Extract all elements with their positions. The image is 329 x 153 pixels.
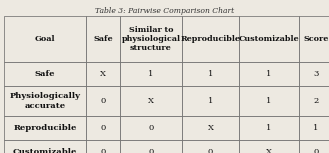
Bar: [4, 16, 86, 62]
Text: Safe: Safe: [35, 70, 55, 78]
Text: 1: 1: [266, 70, 272, 78]
Bar: [299, 86, 329, 116]
Text: Customizable: Customizable: [239, 35, 299, 43]
Text: X: X: [266, 148, 272, 153]
Bar: [182, 86, 239, 116]
Bar: [182, 140, 239, 153]
Bar: [299, 62, 329, 86]
Text: 0: 0: [148, 124, 154, 132]
Text: Similar to
physiological
structure: Similar to physiological structure: [121, 26, 181, 52]
Bar: [120, 140, 182, 153]
Bar: [4, 116, 86, 140]
Text: 2: 2: [314, 97, 318, 105]
Text: 1: 1: [266, 97, 272, 105]
Text: Score: Score: [303, 35, 329, 43]
Text: 0: 0: [100, 148, 106, 153]
Bar: [239, 62, 299, 86]
Bar: [4, 62, 86, 86]
Text: 1: 1: [208, 70, 213, 78]
Bar: [299, 140, 329, 153]
Bar: [182, 116, 239, 140]
Text: Reproducible: Reproducible: [13, 124, 77, 132]
Text: 1: 1: [148, 70, 154, 78]
Bar: [86, 140, 120, 153]
Bar: [120, 16, 182, 62]
Bar: [86, 16, 120, 62]
Text: Reproducible: Reproducible: [181, 35, 240, 43]
Text: 0: 0: [100, 124, 106, 132]
Bar: [299, 16, 329, 62]
Text: 1: 1: [208, 97, 213, 105]
Bar: [86, 86, 120, 116]
Bar: [120, 62, 182, 86]
Text: 1: 1: [266, 124, 272, 132]
Bar: [120, 116, 182, 140]
Text: Physiologically
accurate: Physiologically accurate: [10, 92, 81, 110]
Text: 3: 3: [313, 70, 319, 78]
Text: Goal: Goal: [35, 35, 55, 43]
Text: 0: 0: [314, 148, 318, 153]
Bar: [4, 86, 86, 116]
Bar: [86, 62, 120, 86]
Bar: [120, 86, 182, 116]
Text: Safe: Safe: [93, 35, 113, 43]
Text: Table 3: Pairwise Comparison Chart: Table 3: Pairwise Comparison Chart: [95, 7, 234, 15]
Bar: [239, 116, 299, 140]
Text: X: X: [100, 70, 106, 78]
Text: 1: 1: [313, 124, 319, 132]
Bar: [182, 16, 239, 62]
Text: 0: 0: [208, 148, 213, 153]
Bar: [299, 116, 329, 140]
Text: 0: 0: [100, 97, 106, 105]
Text: Customizable: Customizable: [13, 148, 77, 153]
Bar: [86, 116, 120, 140]
Bar: [239, 86, 299, 116]
Text: 0: 0: [148, 148, 154, 153]
Text: X: X: [208, 124, 214, 132]
Bar: [239, 140, 299, 153]
Text: X: X: [148, 97, 154, 105]
Bar: [239, 16, 299, 62]
Bar: [182, 62, 239, 86]
Bar: [4, 140, 86, 153]
